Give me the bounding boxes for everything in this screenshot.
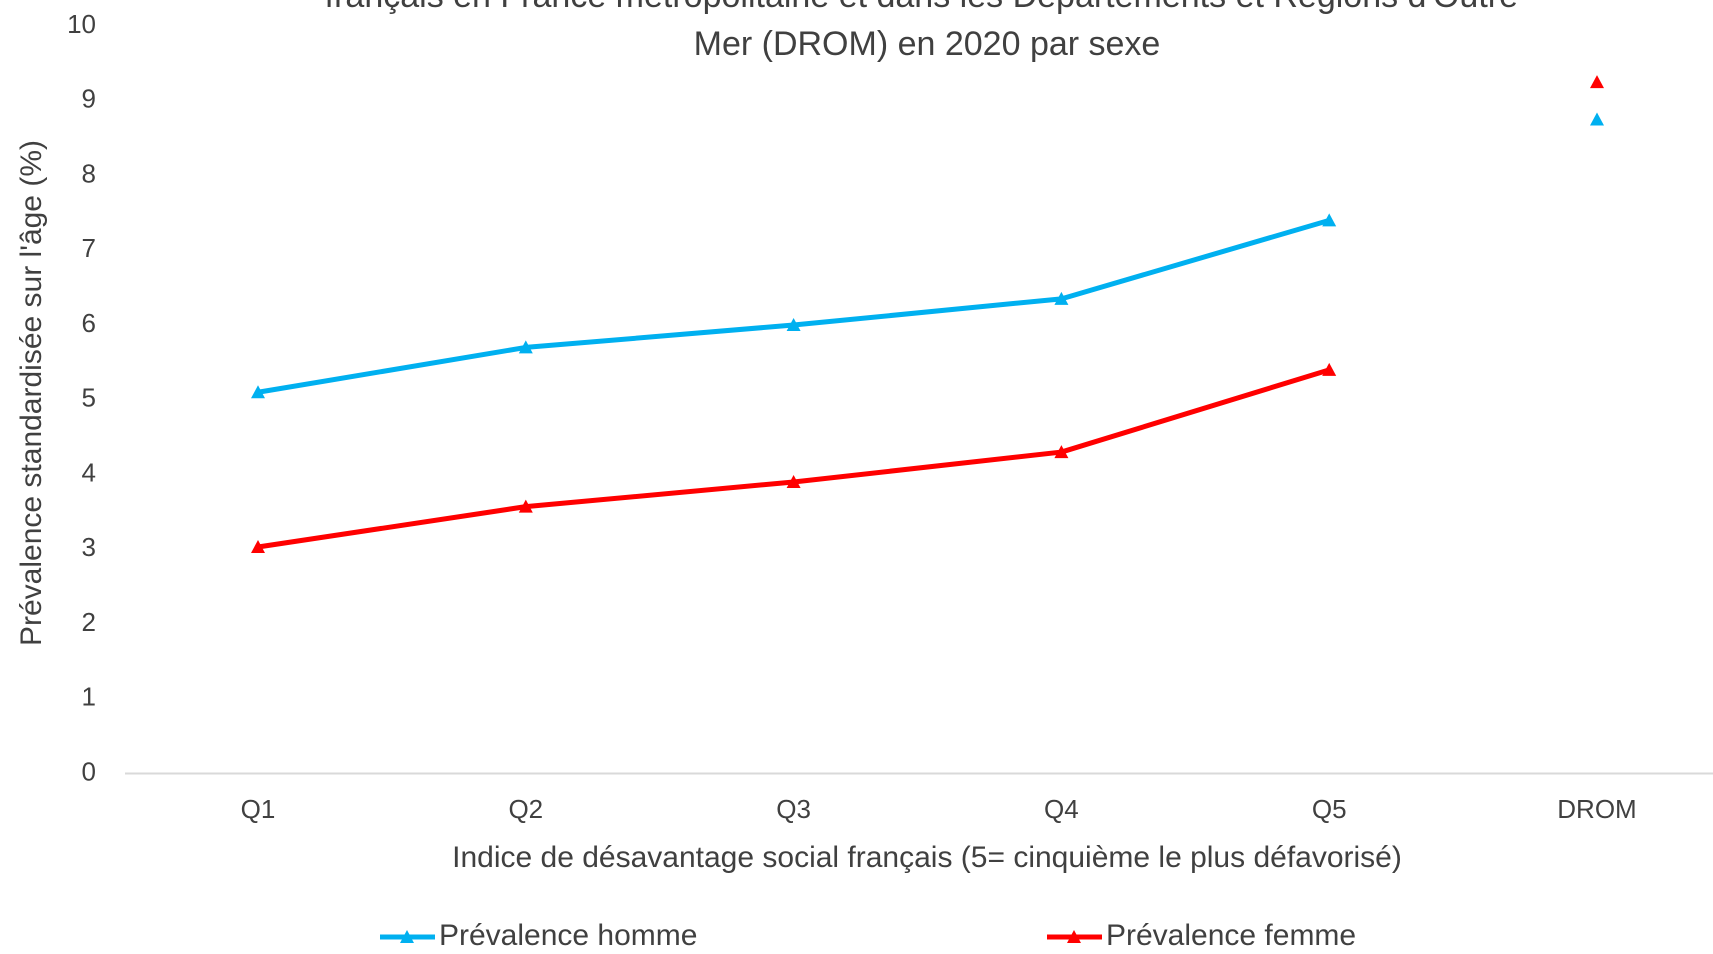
marker: [518, 499, 533, 513]
chart-title: Mer (DROM) en 2020 par sexe: [694, 25, 1161, 63]
x-tick-label: Q3: [776, 794, 811, 824]
y-tick-label: 8: [82, 158, 96, 188]
marker: [1322, 362, 1337, 376]
series-line: [257, 367, 1330, 550]
marker: [1054, 291, 1069, 305]
y-tick-label: 7: [82, 233, 96, 263]
x-tick-label: DROM: [1557, 794, 1636, 824]
y-tick-label: 2: [82, 607, 96, 637]
marker: [518, 340, 533, 354]
x-tick-label: Q5: [1312, 794, 1347, 824]
y-tick-label: 10: [67, 9, 96, 39]
marker: [251, 385, 265, 399]
y-axis-title: Prévalence standardisée sur l'âge (%): [15, 140, 48, 646]
y-tick-label: 4: [82, 457, 96, 487]
marker: [1590, 75, 1604, 89]
x-axis-title: Indice de désavantage social français (5…: [452, 841, 1402, 874]
series-line: [257, 217, 1330, 395]
marker: [786, 474, 801, 488]
y-tick-label: 0: [82, 756, 96, 786]
legend-label: Prévalence homme: [439, 919, 697, 952]
marker: [1590, 112, 1604, 126]
y-tick-label: 5: [82, 383, 96, 413]
y-tick-label: 1: [82, 682, 96, 712]
y-tick-label: 3: [82, 532, 96, 562]
marker: [786, 318, 801, 331]
y-tick-label: 9: [82, 84, 96, 114]
legend-label: Prévalence femme: [1106, 919, 1356, 952]
x-tick-label: Q1: [241, 794, 276, 824]
legend-marker: [1067, 930, 1081, 943]
marker: [1322, 213, 1337, 227]
chart-title: français en France métropolitaine et dan…: [325, 0, 1530, 15]
marker: [251, 540, 265, 554]
x-tick-label: Q4: [1044, 794, 1079, 824]
legend-marker: [400, 930, 414, 943]
x-tick-label: Q2: [508, 794, 543, 824]
marker: [1054, 445, 1069, 459]
y-tick-label: 6: [82, 308, 96, 338]
